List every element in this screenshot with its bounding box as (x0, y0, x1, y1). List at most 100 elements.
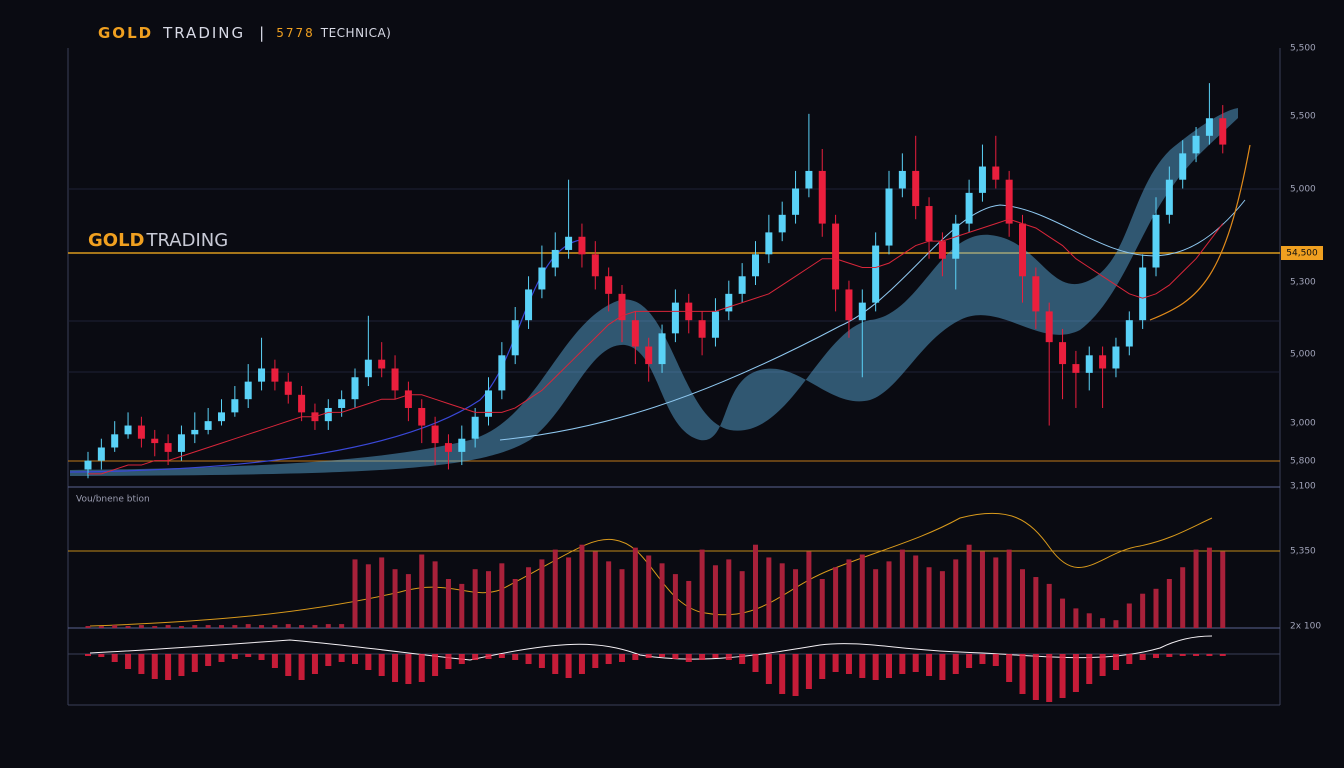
volume-bar (993, 557, 999, 628)
candle-body (631, 320, 639, 347)
volume-bar (606, 561, 612, 628)
candle-body (752, 254, 759, 277)
axis-label: 5,300 (1290, 278, 1316, 288)
volume-bar (1046, 583, 1052, 628)
oscillator-bar (739, 654, 746, 664)
oscillator-bar (98, 654, 105, 657)
oscillator-bar (1019, 654, 1026, 694)
candle-body (912, 170, 920, 207)
axis-label: 3,100 (1290, 482, 1316, 492)
candle-body (338, 399, 346, 408)
oscillator-bar (899, 654, 906, 674)
volume-bar (405, 574, 411, 628)
oscillator-bar (1112, 654, 1119, 670)
volume-bar (646, 555, 652, 628)
candle-body (845, 289, 853, 321)
oscillator-bar (765, 654, 772, 684)
volume-bar (766, 557, 772, 628)
candle-body (978, 166, 986, 193)
volume-bar (806, 551, 812, 628)
candle-body (1099, 355, 1107, 369)
oscillator-bar (699, 654, 706, 660)
candle-body (404, 390, 412, 408)
volume-bar (552, 549, 558, 628)
oscillator-bar (992, 654, 999, 666)
candle-body (218, 412, 225, 422)
volume-bar (1193, 549, 1199, 628)
volume-bar (459, 583, 465, 628)
candle-body (1072, 364, 1080, 373)
oscillator-bar (966, 654, 973, 668)
candle-body (1219, 118, 1227, 145)
candle-body (645, 346, 653, 365)
candle-body (471, 416, 479, 439)
candle-body (618, 293, 626, 321)
volume-bar (285, 624, 291, 628)
volume-bar (953, 559, 959, 628)
volume-bar (926, 567, 932, 628)
oscillator-bar (1086, 654, 1093, 684)
volume-bar (659, 563, 665, 628)
oscillator-bar (1046, 654, 1053, 702)
candle-body (858, 302, 866, 321)
candle-body (1112, 346, 1120, 369)
oscillator-bar (952, 654, 959, 674)
oscillator-bar (485, 654, 492, 659)
oscillator-bar (245, 654, 252, 657)
volume-bar (85, 626, 91, 628)
header-part: TECHNICA) (320, 26, 392, 40)
oscillator-bar (592, 654, 599, 668)
volume-bar (592, 551, 598, 628)
oscillator-bar (1193, 654, 1200, 656)
candle-body (244, 381, 252, 400)
axis-label: 3,000 (1290, 419, 1316, 429)
oscillator-bar (659, 654, 666, 657)
oscillator-bar (912, 654, 919, 672)
volume-bar (686, 580, 692, 628)
axis-label: 5,000 (1290, 350, 1316, 360)
candle-body (725, 293, 733, 312)
indicator-line (499, 199, 1246, 441)
oscillator-bar (792, 654, 799, 696)
volume-bar (672, 574, 678, 628)
oscillator-bar (1139, 654, 1146, 660)
indicator-line (69, 239, 581, 473)
candle-body (511, 320, 519, 356)
candle-body (792, 188, 800, 215)
volume-bar (619, 569, 625, 628)
volume-bar (699, 549, 705, 628)
candle-body (458, 438, 466, 452)
volume-bar (1166, 579, 1172, 628)
candle-body (1152, 214, 1160, 268)
volume-bar (632, 547, 638, 628)
oscillator-bar (685, 654, 692, 662)
level-tag: 54,500 (1286, 249, 1318, 259)
candle-body (925, 206, 933, 242)
oscillator-bar (418, 654, 425, 682)
candle-body (952, 223, 960, 259)
oscillator-bar (872, 654, 879, 680)
oscillator-bar (298, 654, 305, 680)
oscillator-bar (1099, 654, 1106, 676)
candle-body (418, 407, 426, 426)
candle-body (1192, 135, 1200, 154)
candle-body (525, 289, 533, 321)
candle-body (551, 249, 559, 268)
volume-bar (312, 625, 318, 628)
candle-body (351, 377, 359, 400)
candle-body (658, 333, 666, 365)
volume-bar (178, 626, 184, 628)
candle-body (778, 214, 786, 233)
volume-bar (1153, 588, 1159, 628)
oscillator-bar (365, 654, 372, 670)
volume-bar (339, 624, 345, 628)
oscillator-bar (178, 654, 185, 676)
header-part: 5778 (276, 26, 315, 40)
oscillator-bar (725, 654, 732, 660)
oscillator-bar (525, 654, 532, 664)
volume-bar (1113, 620, 1119, 628)
oscillator-bar (352, 654, 358, 664)
candle-body (151, 438, 159, 444)
volume-bar (726, 559, 732, 628)
volume-bar (712, 565, 718, 628)
